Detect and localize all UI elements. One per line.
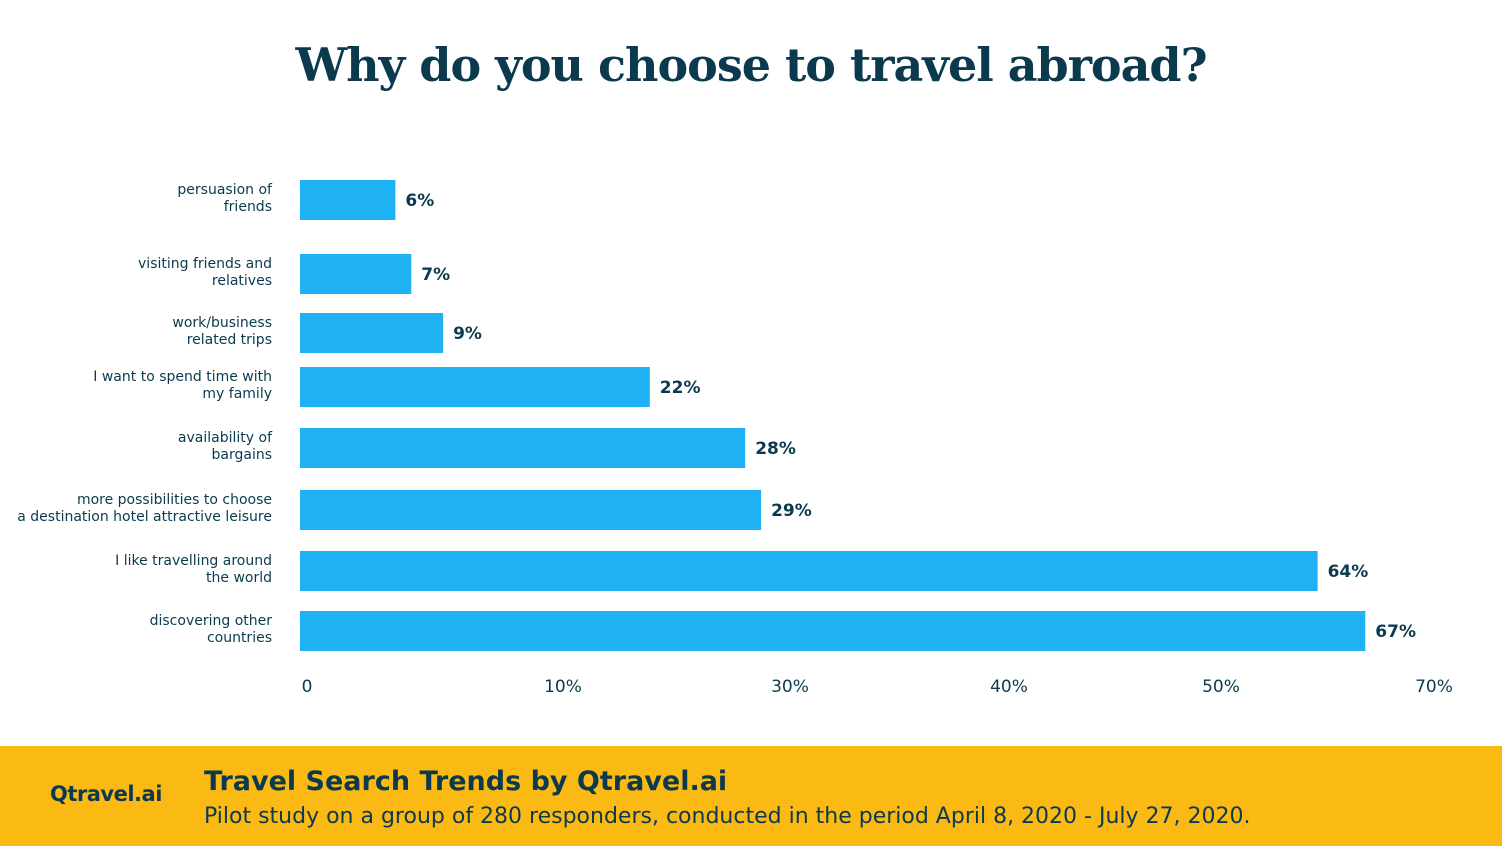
- brand-logo: Qtravel.ai: [50, 782, 162, 806]
- value-label: 64%: [1328, 562, 1369, 582]
- bar: [300, 428, 746, 468]
- value-label: 9%: [453, 324, 482, 344]
- category-label: visiting friends and relatives: [138, 256, 272, 289]
- value-label: 7%: [421, 265, 450, 285]
- value-label: 28%: [755, 439, 796, 459]
- category-label: availability of bargains: [178, 430, 273, 463]
- footer-subtitle: Pilot study on a group of 280 responders…: [204, 804, 1251, 829]
- bar: [300, 180, 396, 220]
- x-tick-label: 10%: [544, 677, 582, 697]
- bar-chart: 6% persuasion of friends 7% visiting friends…: [17, 180, 1453, 697]
- x-tick-label: 70%: [1415, 677, 1453, 697]
- bar: [300, 551, 1318, 591]
- footer-banner: Qtravel.ai Travel Search Trends by Qtrav…: [0, 746, 1502, 846]
- chart-title: Why do you choose to travel abroad?: [295, 38, 1207, 92]
- category-label: more possibilities to choose a destinatio…: [17, 492, 272, 525]
- value-label: 67%: [1375, 622, 1416, 642]
- bar: [300, 367, 650, 407]
- footer-title: Travel Search Trends by Qtravel.ai: [204, 766, 728, 797]
- x-tick-label: 30%: [771, 677, 809, 697]
- x-tick-label: 0: [302, 677, 313, 697]
- category-label: I like travelling around the world: [115, 553, 272, 586]
- category-label: I want to spend time with my family: [93, 369, 272, 402]
- value-label: 22%: [660, 378, 701, 398]
- bar: [300, 313, 444, 353]
- bar: [300, 490, 762, 530]
- category-label: persuasion of friends: [177, 182, 273, 215]
- bar: [300, 254, 412, 294]
- bar: [300, 611, 1366, 651]
- category-label: work/business related trips: [172, 315, 272, 348]
- value-label: 6%: [405, 191, 434, 211]
- x-tick-label: 50%: [1202, 677, 1240, 697]
- category-label: discovering other countries: [150, 613, 273, 646]
- x-tick-label: 40%: [990, 677, 1028, 697]
- value-label: 29%: [771, 501, 812, 521]
